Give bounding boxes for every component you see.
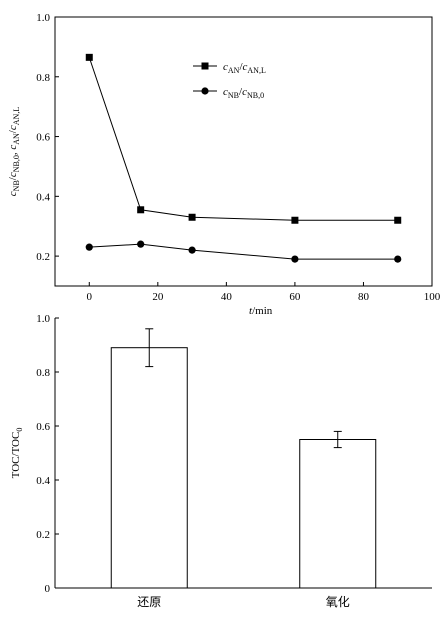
- x-axis-label-var: t: [249, 305, 253, 317]
- y-axis-label-part: c: [7, 145, 19, 150]
- legend-label: cAN/cAN,L: [223, 61, 266, 75]
- x-tick-label: 60: [289, 291, 301, 303]
- x-tick-label: 40: [221, 291, 233, 303]
- bar: [110, 347, 188, 589]
- y-tick-label: 0.8: [36, 367, 50, 379]
- x-tick-label: 0: [87, 291, 93, 303]
- y-axis-label-group: cNB/cNB,0, cAN/cAN,L: [7, 107, 21, 197]
- y-axis-label-part: AN: [12, 133, 21, 145]
- legend-label-part: /: [239, 86, 243, 98]
- legend-marker-square: [201, 62, 209, 70]
- series-line-circle: [89, 243, 398, 260]
- legend-label-part: c: [223, 61, 228, 73]
- y-axis-label: cNB/cNB,0, cAN/cAN,L: [7, 107, 21, 197]
- bar: [299, 439, 377, 589]
- data-point-circle: [291, 255, 299, 263]
- legend-label-part: NB,0: [247, 91, 264, 100]
- data-point-circle: [137, 240, 145, 248]
- y-axis-label-part: NB: [12, 180, 21, 191]
- legend-label-part: AN: [228, 66, 240, 75]
- y-tick-label: 1.0: [36, 313, 50, 325]
- x-tick-label: 100: [424, 291, 441, 303]
- data-point-circle: [188, 246, 196, 254]
- y-tick-label: 0.2: [36, 529, 50, 541]
- y-axis-label-part: /: [7, 129, 19, 133]
- y-tick-label: 0: [45, 583, 51, 595]
- y-tick-label: 0.8: [36, 72, 50, 84]
- data-point-square: [137, 206, 145, 214]
- y-axis-label: TOC/TOC0: [10, 428, 24, 479]
- series-line-square: [88, 57, 398, 221]
- x-tick-label: 80: [358, 291, 370, 303]
- y-axis-label-main: TOC/TOC: [10, 432, 22, 479]
- y-tick-label: 1.0: [36, 12, 50, 24]
- y-tick-label: 0.4: [36, 191, 50, 203]
- y-axis-label-part: ,: [7, 150, 19, 156]
- legend-label-part: c: [223, 86, 228, 98]
- data-point-square: [188, 213, 196, 221]
- legend-label-part: NB: [228, 91, 239, 100]
- legend-marker-circle: [201, 87, 209, 95]
- legend-label-part: c: [242, 86, 247, 98]
- y-tick-label: 0.6: [36, 421, 50, 433]
- x-axis-label-unit: /min: [252, 305, 273, 317]
- y-axis-label-part: c: [7, 191, 19, 196]
- y-axis-label-part: NB,0: [12, 155, 21, 172]
- data-point-square: [85, 53, 93, 61]
- category-label: 还原: [137, 595, 161, 609]
- y-axis-label-part: /: [7, 176, 19, 180]
- data-point-square: [291, 216, 299, 224]
- y-axis-label-part: AN,L: [12, 107, 21, 126]
- data-point-square: [394, 216, 402, 224]
- plot-frame: [54, 16, 433, 287]
- line-chart: 0 20 40 60 80 1000.20.40.60.81.0t/mincNB/cNB,…: [7, 12, 441, 317]
- category-label: 氧化: [326, 595, 350, 609]
- x-tick-label: 20: [152, 291, 164, 303]
- legend-label: cNB/cNB,0: [223, 86, 264, 100]
- x-axis-label: t/min: [249, 305, 273, 317]
- y-axis-label-part: c: [7, 125, 19, 130]
- legend-label-part: AN,L: [247, 66, 266, 75]
- y-tick-label: 0.4: [36, 475, 50, 487]
- y-tick-label: 0.6: [36, 132, 50, 144]
- data-point-circle: [85, 243, 93, 251]
- y-axis-label-sub: 0: [15, 428, 24, 432]
- data-point-circle: [394, 255, 402, 263]
- y-axis-label-part: c: [7, 172, 19, 177]
- y-tick-label: 0.2: [36, 251, 50, 263]
- legend-label-part: /: [239, 61, 243, 73]
- legend-label-part: c: [243, 61, 248, 73]
